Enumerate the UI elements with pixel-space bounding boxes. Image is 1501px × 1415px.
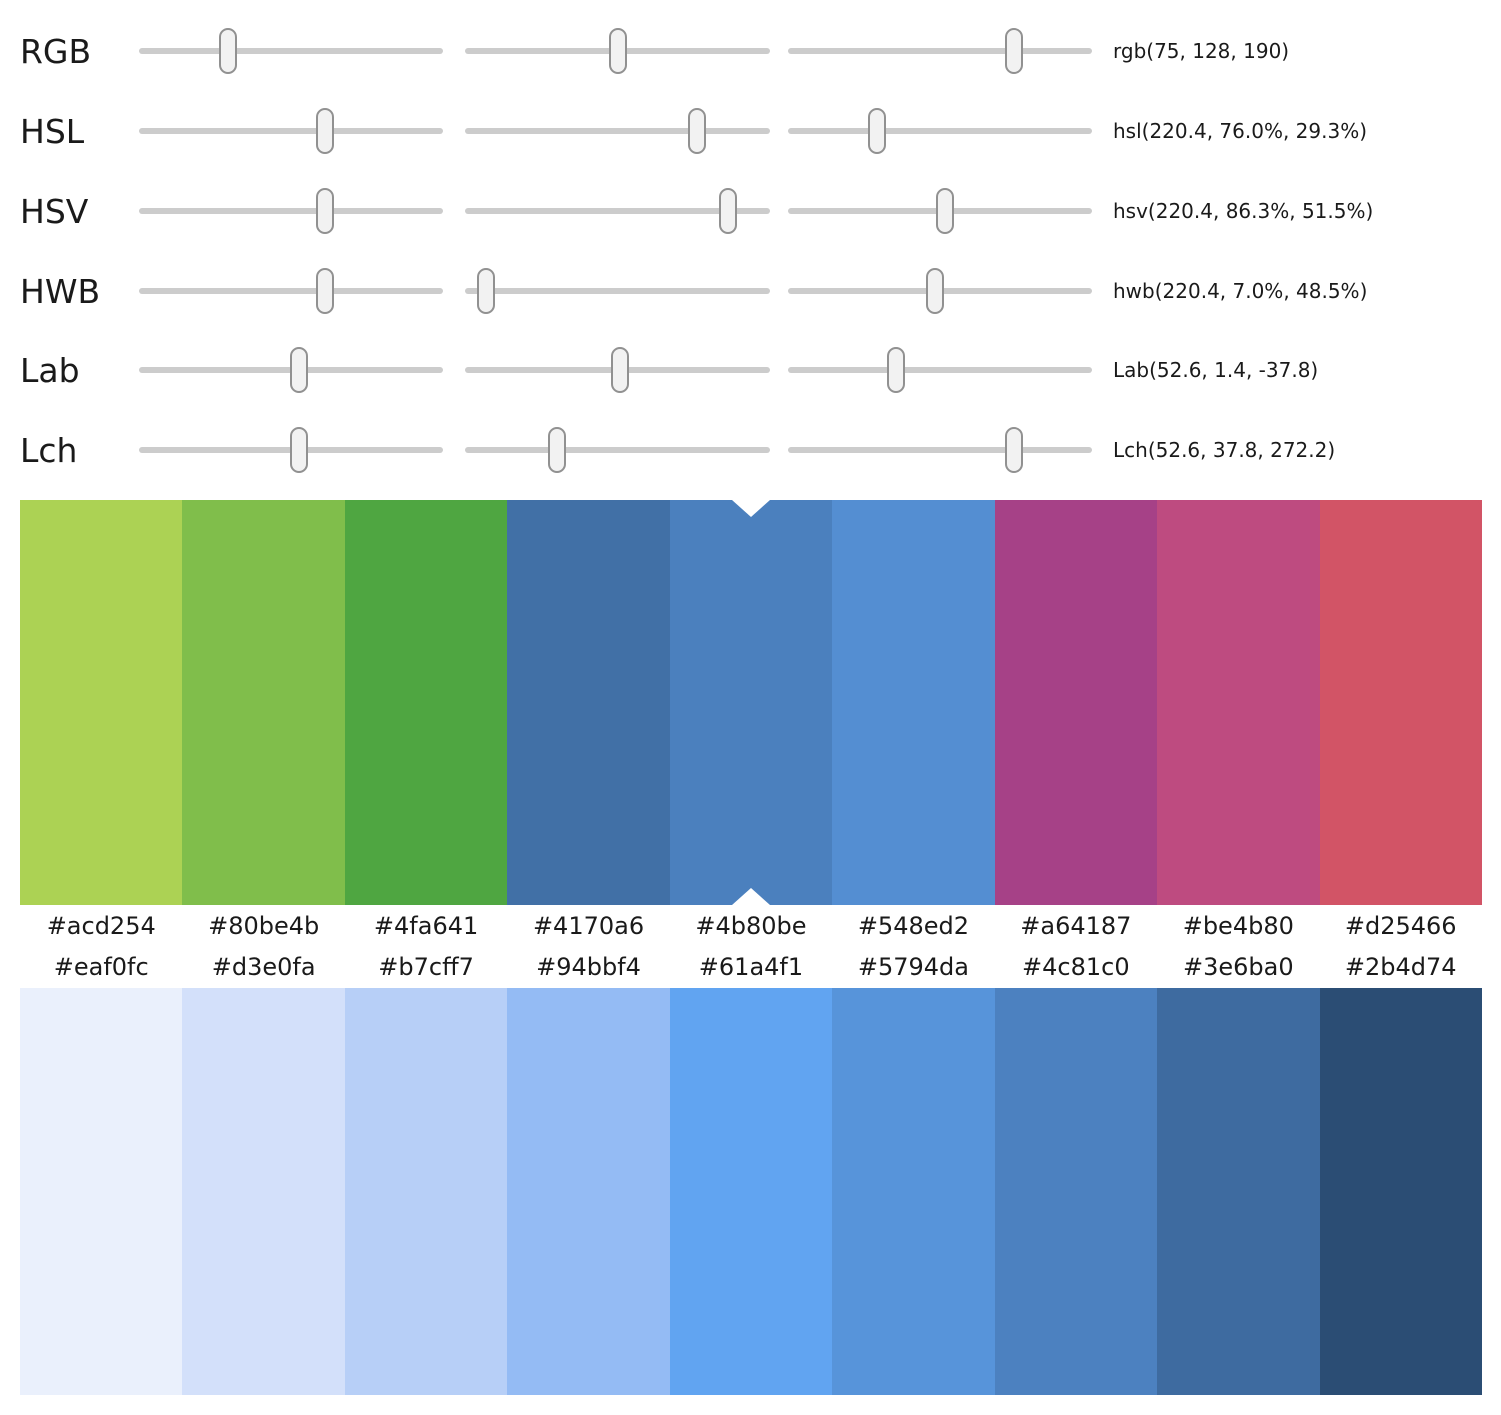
hex-code-label: #2b4d74 — [1344, 953, 1457, 981]
hex-code-label: #d25466 — [1344, 912, 1457, 940]
palette-swatch[interactable] — [182, 500, 345, 905]
lch-l-slider-track[interactable] — [139, 427, 443, 473]
hex-code-label: #4b80be — [695, 912, 807, 940]
colorspace-label-hwb: HWB — [20, 271, 101, 311]
hwb-h-slider-thumb[interactable] — [316, 268, 335, 314]
shade-palette-strip — [20, 988, 1482, 1395]
palette-swatch[interactable] — [1157, 988, 1320, 1395]
palette-swatch[interactable] — [1319, 500, 1482, 905]
rgb-r-slider-thumb[interactable] — [219, 28, 238, 74]
lch-h-slider-track[interactable] — [788, 427, 1092, 473]
slider-row-rgb: RGB rgb(75, 128, 190) — [0, 21, 1501, 81]
hsv-s-slider-thumb[interactable] — [719, 188, 738, 234]
hue-palette-hex-labels: #acd254 #80be4b #4fa641 #4170a6 #4b80be … — [20, 905, 1482, 947]
lab-a-slider-track[interactable] — [465, 347, 770, 393]
slider-row-lab: Lab Lab(52.6, 1.4, -37.8) — [0, 340, 1501, 400]
hwb-w-slider-track[interactable] — [465, 268, 770, 314]
palette-swatch[interactable] — [507, 988, 670, 1395]
hex-code-label: #be4b80 — [1182, 912, 1294, 940]
hsl-value-readout: hsl(220.4, 76.0%, 29.3%) — [1113, 119, 1368, 143]
palette-swatch[interactable] — [20, 988, 183, 1395]
hex-code-label: #80be4b — [208, 912, 320, 940]
hex-code-label: #eaf0fc — [53, 953, 149, 981]
hsv-h-slider-track[interactable] — [139, 188, 443, 234]
hex-code-label: #94bbf4 — [536, 953, 641, 981]
lch-c-slider-thumb[interactable] — [548, 427, 567, 473]
palette-swatch-selected[interactable] — [669, 500, 833, 905]
lch-value-readout: Lch(52.6, 37.8, 272.2) — [1113, 438, 1336, 462]
hwb-b-slider-thumb[interactable] — [926, 268, 945, 314]
palette-swatch[interactable] — [1157, 500, 1320, 905]
hex-code-label: #4170a6 — [532, 912, 645, 940]
palette-swatch[interactable] — [832, 500, 995, 905]
hsl-h-slider-track[interactable] — [139, 108, 443, 154]
hsv-v-slider-thumb[interactable] — [935, 188, 954, 234]
hex-code-label: #a64187 — [1020, 912, 1132, 940]
hue-palette-strip — [20, 500, 1482, 905]
hsv-h-slider-thumb[interactable] — [316, 188, 335, 234]
palette-swatch[interactable] — [182, 988, 345, 1395]
colorspace-label-hsl: HSL — [20, 111, 85, 151]
hsl-s-slider-track[interactable] — [465, 108, 770, 154]
hex-code-label: #548ed2 — [857, 912, 969, 940]
lab-value-readout: Lab(52.6, 1.4, -37.8) — [1113, 358, 1319, 382]
hwb-b-slider-track[interactable] — [788, 268, 1092, 314]
hex-code-label: #b7cff7 — [378, 953, 474, 981]
hsl-h-slider-thumb[interactable] — [316, 108, 335, 154]
shade-palette-hex-labels: #eaf0fc #d3e0fa #b7cff7 #94bbf4 #61a4f1 … — [20, 946, 1482, 988]
palette-swatch[interactable] — [507, 500, 670, 905]
hex-code-label: #4c81c0 — [1022, 953, 1130, 981]
hex-code-label: #d3e0fa — [211, 953, 316, 981]
rgb-g-slider-track[interactable] — [465, 28, 770, 74]
palette-swatch[interactable] — [344, 988, 508, 1395]
rgb-r-slider-track[interactable] — [139, 28, 443, 74]
colorspace-label-hsv: HSV — [20, 191, 89, 231]
colorspace-label-lch: Lch — [20, 430, 78, 470]
slider-row-hwb: HWB hwb(220.4, 7.0%, 48.5%) — [0, 261, 1501, 321]
hex-code-label: #acd254 — [46, 912, 156, 940]
hsv-s-slider-track[interactable] — [465, 188, 770, 234]
hwb-h-slider-track[interactable] — [139, 268, 443, 314]
lab-b-slider-thumb[interactable] — [886, 347, 905, 393]
palette-swatch[interactable] — [994, 988, 1158, 1395]
palette-swatch[interactable] — [994, 500, 1158, 905]
hwb-value-readout: hwb(220.4, 7.0%, 48.5%) — [1113, 279, 1368, 303]
rgb-value-readout: rgb(75, 128, 190) — [1113, 39, 1290, 63]
rgb-b-slider-thumb[interactable] — [1005, 28, 1024, 74]
colorspace-label-lab: Lab — [20, 350, 80, 390]
lab-l-slider-thumb[interactable] — [289, 347, 308, 393]
hex-code-label: #61a4f1 — [698, 953, 804, 981]
palette-swatch[interactable] — [1319, 988, 1482, 1395]
slider-row-hsl: HSL hsl(220.4, 76.0%, 29.3%) — [0, 101, 1501, 161]
palette-swatch[interactable] — [344, 500, 508, 905]
hsl-l-slider-track[interactable] — [788, 108, 1092, 154]
hsl-s-slider-thumb[interactable] — [687, 108, 706, 154]
hsv-v-slider-track[interactable] — [788, 188, 1092, 234]
slider-row-lch: Lch Lch(52.6, 37.8, 272.2) — [0, 420, 1501, 480]
hex-code-label: #3e6ba0 — [1182, 953, 1294, 981]
selected-swatch-notch-top — [731, 500, 770, 517]
rgb-b-slider-track[interactable] — [788, 28, 1092, 74]
palette-swatch[interactable] — [832, 988, 995, 1395]
selected-swatch-notch-bottom — [731, 888, 770, 905]
colorspace-label-rgb: RGB — [20, 31, 92, 71]
palette-swatch[interactable] — [669, 988, 833, 1395]
lch-l-slider-thumb[interactable] — [289, 427, 308, 473]
slider-row-hsv: HSV hsv(220.4, 86.3%, 51.5%) — [0, 181, 1501, 241]
hsv-value-readout: hsv(220.4, 86.3%, 51.5%) — [1113, 199, 1374, 223]
lch-h-slider-thumb[interactable] — [1005, 427, 1024, 473]
hex-code-label: #5794da — [857, 953, 969, 981]
hsl-l-slider-thumb[interactable] — [868, 108, 887, 154]
palette-swatch[interactable] — [20, 500, 183, 905]
lch-c-slider-track[interactable] — [465, 427, 770, 473]
hex-code-label: #4fa641 — [373, 912, 479, 940]
hwb-w-slider-thumb[interactable] — [477, 268, 496, 314]
lab-a-slider-thumb[interactable] — [610, 347, 629, 393]
rgb-g-slider-thumb[interactable] — [609, 28, 628, 74]
lab-l-slider-track[interactable] — [139, 347, 443, 393]
lab-b-slider-track[interactable] — [788, 347, 1092, 393]
